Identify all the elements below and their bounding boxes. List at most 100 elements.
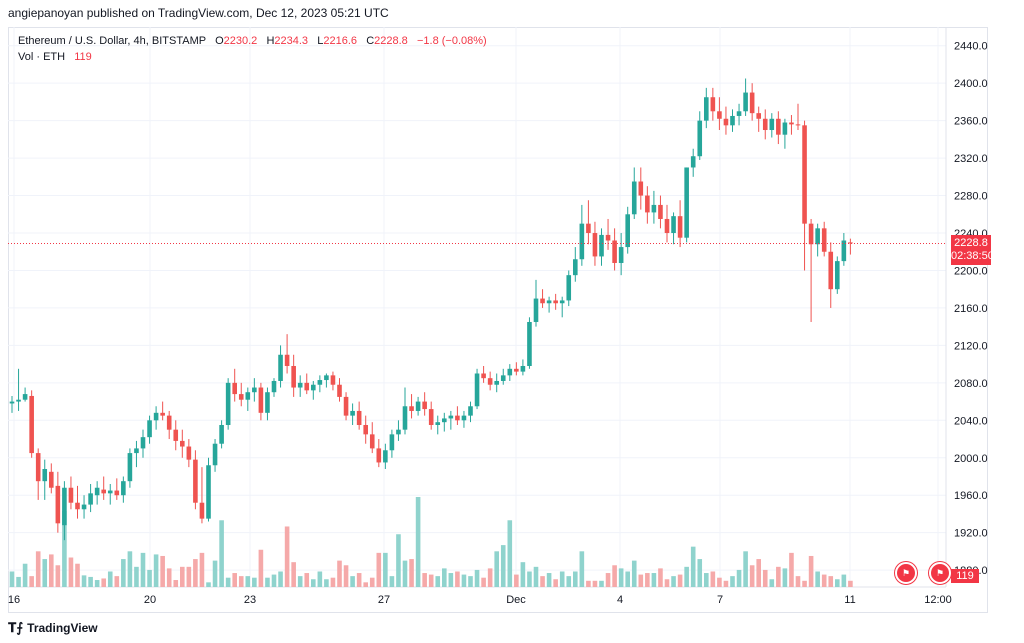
volume-bar [68,557,74,587]
candle-body [330,375,336,385]
candle-body [710,97,716,112]
flag-icon[interactable]: ⚑ [929,562,951,584]
low-value: 2216.6 [323,35,358,47]
last-price-tag: 2228.8 02:38:50 [951,235,994,265]
candle-body [776,118,781,135]
y-tick-label: 2320.0 [954,153,988,165]
candle-body [225,382,231,425]
volume-bar [107,571,113,587]
chart-panel[interactable]: 2440.02400.02360.02320.02280.02240.02200… [8,27,988,613]
candle-body [258,387,264,413]
volume-bar [540,576,545,587]
candle-body [219,424,224,444]
volume-bar [186,566,192,587]
volume-bar [245,576,251,587]
candle-body [736,111,742,116]
volume-bar [821,574,827,587]
volume-bar [559,571,565,587]
y-tick-label: 2400.0 [954,78,988,90]
candle-body [625,214,630,248]
volume-bar [684,566,689,587]
candle-body [337,384,342,397]
candlestick-chart[interactable]: 2440.02400.02360.02320.02280.02240.02200… [8,27,988,613]
candle-body [81,504,87,510]
volume-bar [147,569,152,587]
candle-body [717,111,722,119]
volume-bar [749,565,755,587]
volume-bar [835,579,840,587]
ohlc-row: Ethereum / U.S. Dollar, 4h, BITSTAMP O22… [18,33,487,49]
candle-body [704,97,709,121]
footer-brand-label: TradingView [27,621,98,635]
candle-body [828,251,834,290]
volume-bar [690,546,696,587]
volume-bar [762,569,768,587]
candle-body [690,156,696,168]
volume-bar [271,574,277,587]
volume-bar [618,568,624,587]
volume-bar [140,552,146,587]
volume-bar [573,571,578,587]
volume-bar [297,576,303,587]
candle-body [684,167,689,238]
candle-body [311,384,316,391]
x-tick-label: 12:00 [924,594,952,606]
volume-bar [173,580,179,587]
candle-body [62,487,67,526]
volume-bar [422,573,427,587]
candle-body [645,195,650,213]
candle-body [756,113,761,119]
volume-bar [81,575,87,587]
volume-bar [474,569,480,587]
x-tick-label: 23 [244,594,256,606]
volume-bar [776,566,781,587]
candle-body [153,412,159,421]
volume-bar [219,520,224,587]
candle-body [468,406,473,416]
candle-body [75,502,80,510]
candle-body [173,429,179,441]
candle-body [435,422,441,425]
volume-bar [160,555,165,587]
volume-bar [599,580,604,587]
volume-bar [828,576,834,587]
candle-body [356,410,362,425]
volume-bar [586,580,591,587]
candle-body [363,424,368,435]
candle-body [134,448,139,454]
volume-bar [736,569,742,587]
x-tick-label: 7 [717,594,723,606]
candle-body [697,120,703,157]
candle-body [808,223,814,245]
volume-bar [769,579,775,587]
candle-body [481,373,486,379]
candle-body [848,242,853,244]
candle-body [769,118,775,131]
flag-icon[interactable]: ⚑ [895,562,917,584]
candle-body [22,394,28,400]
volume-bar [638,574,644,587]
volume-bar [481,577,486,587]
volume-bar [101,578,106,587]
volume-bar [402,560,408,587]
high-key: H [266,35,275,47]
volume-bar [180,566,185,587]
candle-body [278,354,283,381]
candle-body [802,125,807,224]
volume-bar [311,579,316,587]
candle-body [317,380,323,385]
y-tick-label: 2280.0 [954,191,988,203]
candle-body [795,124,801,126]
volume-bar [664,579,670,587]
volume-bar [487,568,493,587]
volume-bar [127,551,133,587]
candle-body [428,409,434,425]
volume-bar [566,576,572,587]
volume-bar [802,580,807,587]
volume-bar [841,574,847,587]
footer-brand[interactable]: 𝐓⨍ TradingView [8,620,98,636]
candle-body [402,406,408,430]
candle-body [651,204,657,213]
candle-body [442,418,447,423]
volume-bar [514,574,519,587]
